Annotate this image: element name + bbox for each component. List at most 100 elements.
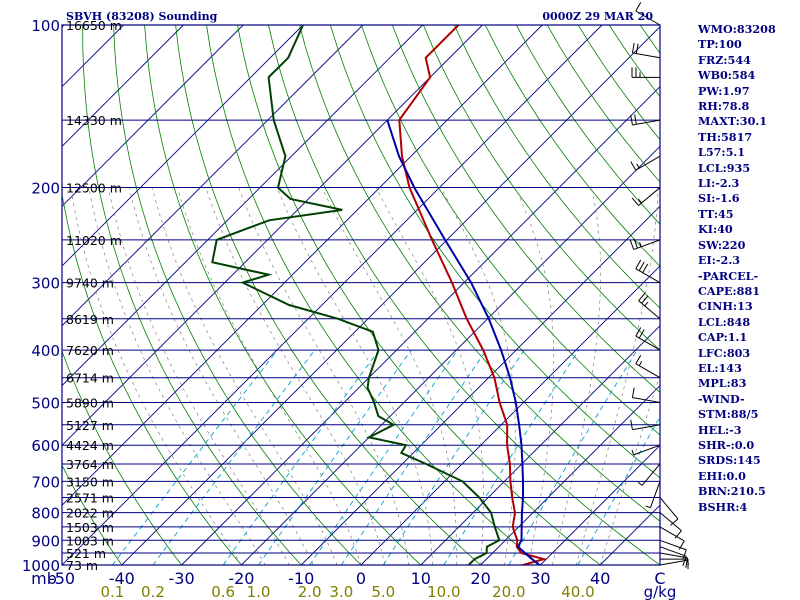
parameter-item: WMO:83208 <box>698 22 776 36</box>
chart-series <box>211 25 548 565</box>
wind-barb-flag <box>635 2 642 12</box>
mixing-ratio-line <box>222 349 380 565</box>
wind-barb-flag <box>630 115 633 126</box>
parameter-item: PW:1.97 <box>698 83 750 98</box>
temperature-tick-label: C <box>654 569 665 588</box>
wind-barb-flag <box>670 518 679 526</box>
temperature-tick-label: 40 <box>590 569 610 588</box>
mixing-ratio-label: 0.2 <box>141 583 165 600</box>
wind-barb-staff <box>635 155 661 171</box>
parameter-item: -WIND- <box>698 391 745 406</box>
parameter-item: L57:5.1 <box>698 145 746 160</box>
wind-barb-flag <box>637 481 643 486</box>
pressure-label: 700 <box>31 473 60 491</box>
moist-adiabat-line <box>599 373 660 565</box>
height-label: 2571 m <box>66 491 114 506</box>
parameter-item: EL:143 <box>698 360 742 375</box>
parameter-item: KI:40 <box>698 222 733 237</box>
wind-barb <box>635 259 661 284</box>
wind-barb-staff <box>659 552 688 559</box>
temperature-tick-label: mb <box>31 569 57 588</box>
wind-barb-flag <box>630 161 637 171</box>
wind-barb-staff <box>635 363 661 379</box>
dry-adiabat-line <box>175 25 481 565</box>
parameter-item: WB0:584 <box>698 68 756 83</box>
isotherm-line <box>300 205 660 565</box>
wind-barb-staff <box>659 512 682 532</box>
parameter-item: LFC:803 <box>698 345 751 360</box>
parameter-item: CAPE:881 <box>698 283 761 298</box>
wind-barb <box>630 419 661 431</box>
isotherm-line <box>62 25 423 387</box>
pressure-label: 400 <box>31 342 60 360</box>
parameter-item: CAP:1.1 <box>698 330 748 345</box>
height-label: 521 m <box>66 546 106 561</box>
wind-barb-flag <box>674 530 682 539</box>
height-label: 1003 m <box>66 533 114 548</box>
wind-barb-staff <box>649 481 661 508</box>
parameter-item: SI:-1.6 <box>698 191 740 206</box>
wind-barb-flag <box>638 198 642 204</box>
mixing-ratio-label: 5.0 <box>371 583 395 600</box>
mixing-ratio-line <box>152 349 316 565</box>
dry-adiabat-line <box>299 25 660 522</box>
moist-adiabat-line <box>552 187 601 565</box>
mixing-ratio-label: 20.0 <box>492 583 525 600</box>
wind-barb-staff <box>633 239 661 250</box>
temperature-tick-label: 20 <box>470 569 490 588</box>
height-label: 9740 m <box>66 276 114 291</box>
mixing-ratio-label: 40.0 <box>561 583 594 600</box>
mixing-ratio-label: 2.0 <box>298 583 322 600</box>
wind-barb-flag <box>678 540 685 550</box>
temperature-tick-label: -10 <box>288 569 314 588</box>
wind-barb-flag <box>631 42 635 54</box>
wind-barb <box>630 114 661 126</box>
height-label: 7620 m <box>66 343 114 358</box>
moist-adiabat-line <box>575 187 659 565</box>
wind-barb-staff <box>659 539 687 551</box>
wind-barb <box>635 327 661 351</box>
height-label: 3764 m <box>66 457 114 472</box>
wind-barb <box>659 539 687 560</box>
pressure-label: 500 <box>31 394 60 412</box>
parameter-item: LCL:935 <box>698 160 751 175</box>
isotherm-line <box>540 444 660 565</box>
temperature-tick-label: 0 <box>356 569 366 588</box>
height-label: 11020 m <box>66 233 122 248</box>
parameter-item: SW:220 <box>698 237 746 252</box>
moist-adiabat-line <box>151 187 338 565</box>
parameter-item: RH:78.8 <box>698 99 750 114</box>
temperature-tick-label: 10 <box>411 569 431 588</box>
mixing-ratio-label: 0.1 <box>100 583 124 600</box>
height-label: 14330 m <box>66 113 122 128</box>
isotherm-line <box>62 25 543 506</box>
parameter-item: LI:-2.3 <box>698 176 740 191</box>
wind-barb <box>637 463 661 486</box>
wind-barb-flag <box>639 241 642 247</box>
temperature-tick-label: 30 <box>530 569 550 588</box>
plot-frame <box>61 24 661 566</box>
isotherm-line <box>62 25 483 447</box>
isotherm-line <box>181 85 660 565</box>
wind-barb-staff <box>635 268 661 284</box>
mixing-ratio-label: 3.0 <box>329 583 353 600</box>
wind-barb <box>659 512 682 539</box>
wind-barb-staff <box>633 444 661 456</box>
parameter-item: STM:88/5 <box>698 407 759 422</box>
pressure-label: 300 <box>31 275 60 293</box>
wind-barb-staff <box>659 497 679 520</box>
wind-barb-flag <box>634 114 637 125</box>
wind-barb-flag <box>629 239 635 250</box>
wind-barb-flag <box>635 259 642 269</box>
parameter-item: HEL:-3 <box>698 422 742 437</box>
wind-barb <box>659 497 679 526</box>
wind-barb-staff <box>635 335 661 351</box>
wind-barb <box>630 155 661 171</box>
height-label: 5127 m <box>66 418 114 433</box>
wind-barb-flag <box>682 549 687 560</box>
parameter-item: EI:-2.3 <box>698 253 740 268</box>
height-label: 1503 m <box>66 520 114 535</box>
temperature-profile-line <box>398 25 548 565</box>
dry-adiabat-line <box>113 25 362 565</box>
temperature-tick-label: -30 <box>169 569 195 588</box>
